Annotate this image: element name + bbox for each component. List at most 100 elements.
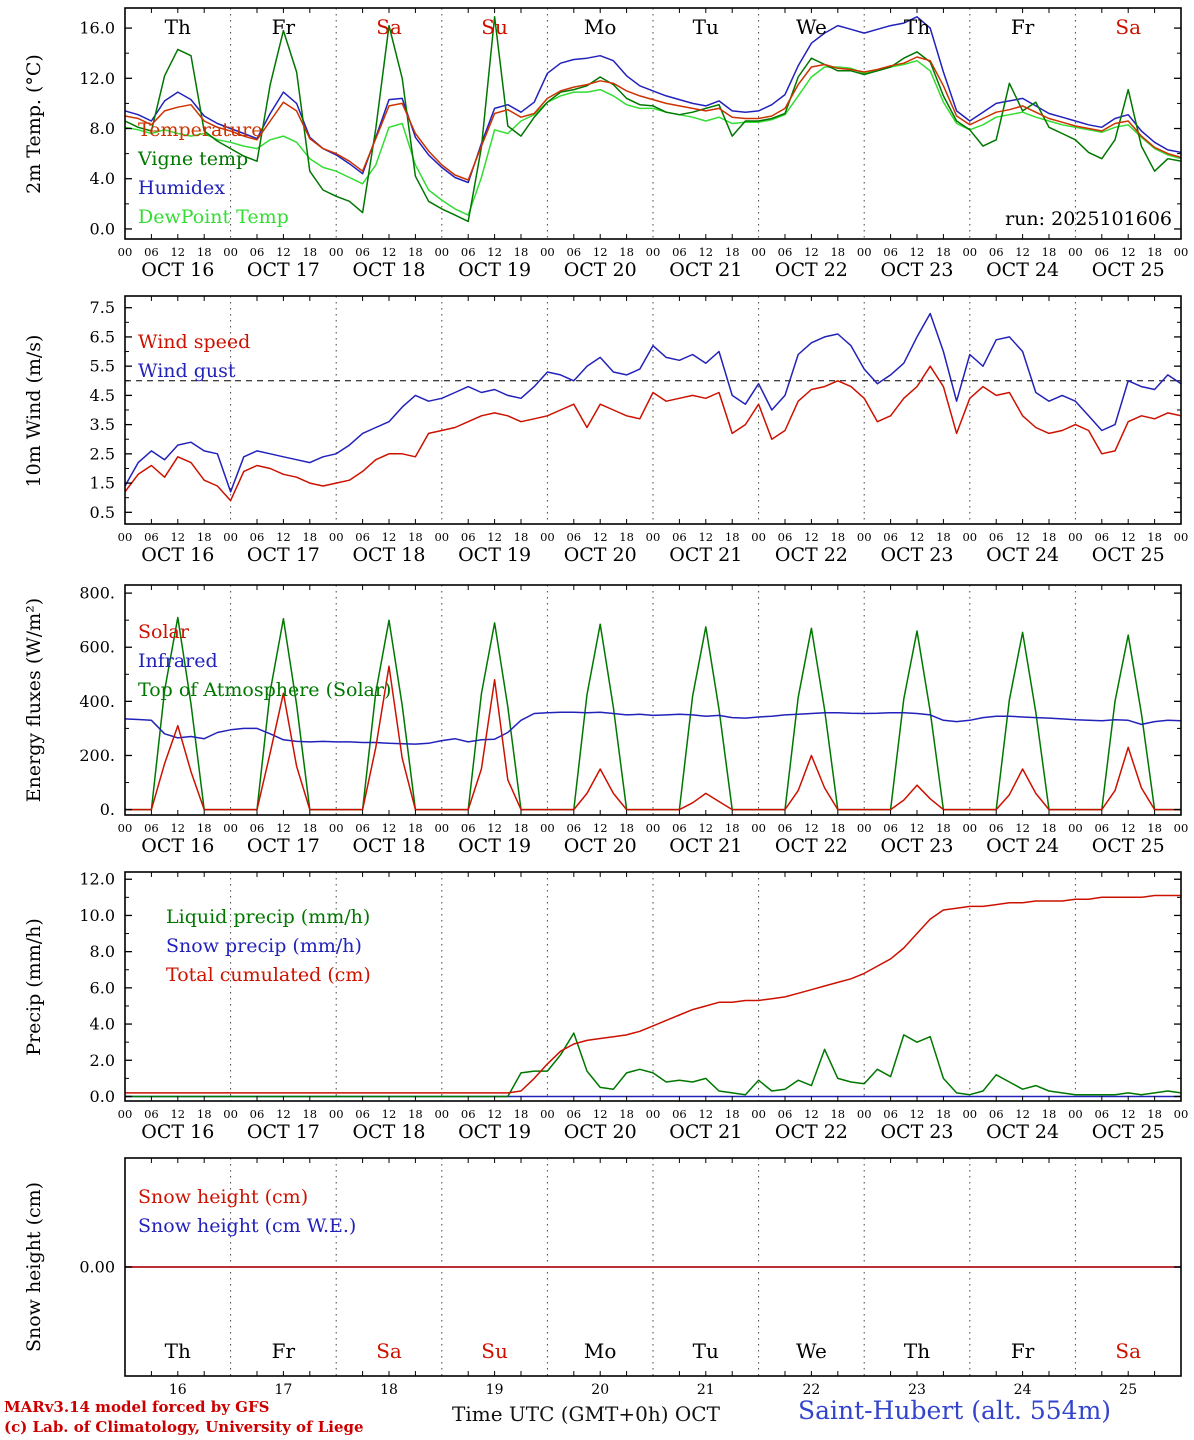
day-name-top: Su [481,15,508,39]
date-label: OCT 17 [247,835,320,857]
hour-label: 00 [1068,1107,1083,1121]
hour-label: 12 [170,530,185,544]
hour-label: 06 [989,1107,1004,1121]
hour-label: 12 [382,530,397,544]
hour-label: 00 [646,1107,661,1121]
hour-label: 18 [302,530,317,544]
day-name-top: Fr [1011,15,1035,39]
y-tick-label: 2.0 [90,1051,115,1070]
day-name-bottom: Mo [584,1339,617,1363]
hour-label: 00 [857,530,872,544]
y-tick-label: 0.0 [90,1087,115,1106]
y-tick-label: 5.5 [90,357,115,376]
date-label: OCT 21 [669,544,742,566]
hour-label: 18 [408,1107,423,1121]
hour-label: 18 [1147,245,1162,259]
date-label: OCT 16 [141,835,214,857]
hour-label: 06 [1094,530,1109,544]
hour-label: 18 [197,1107,212,1121]
y-axis-label-precip: Precip (mm/h) [23,918,45,1056]
y-tick-label: 7.5 [90,298,115,317]
y-tick-label: 1.5 [90,474,115,493]
hour-label: 12 [1121,245,1136,259]
hour-label: 06 [1094,1107,1109,1121]
hour-label: 18 [197,821,212,835]
legend-energy-panel: Solar Infrared Top of Atmosphere (Solar) [138,618,391,705]
series-temperature [125,56,1181,181]
y-tick-label: 4.5 [90,386,115,405]
hour-label: 06 [883,821,898,835]
hour-label: 06 [883,1107,898,1121]
hour-label: 12 [698,1107,713,1121]
hour-label: 12 [170,245,185,259]
hour-label: 18 [1147,530,1162,544]
hour-label: 12 [804,821,819,835]
day-name-bottom: Sa [1115,1339,1141,1363]
hour-label: 00 [223,821,238,835]
day-name-top: Tu [693,15,719,39]
day-name-bottom: Su [481,1339,508,1363]
hour-label: 06 [672,245,687,259]
hour-label: 06 [461,1107,476,1121]
y-axis-label-energy: Energy fluxes (W/m²) [23,597,45,803]
footer-station-label: Saint-Hubert (alt. 554m) [798,1396,1112,1425]
legend-item: Snow height (cm W.E.) [138,1215,357,1237]
legend-item: Temperature [138,119,263,141]
hour-label: 00 [329,1107,344,1121]
date-label: OCT 18 [352,835,425,857]
hour-label: 12 [1121,530,1136,544]
date-label: OCT 22 [775,1121,848,1143]
hour-label: 00 [223,1107,238,1121]
hour-label: 00 [434,530,449,544]
y-tick-label: 6.5 [90,327,115,346]
date-label: OCT 22 [775,544,848,566]
date-label: OCT 18 [352,1121,425,1143]
day-name-bottom: Fr [1011,1339,1035,1363]
hour-label: 12 [487,821,502,835]
hour-label: 18 [197,530,212,544]
y-tick-label: 800. [79,584,115,603]
y-axis-label-temperature: 2m Temp. (°C) [23,54,45,194]
hour-label: 18 [1042,245,1057,259]
date-label: OCT 17 [247,1121,320,1143]
hour-label: 00 [751,821,766,835]
hour-label: 12 [593,530,608,544]
y-tick-label: 4.0 [90,169,115,188]
day-number-label: 17 [274,1382,292,1398]
hour-label: 12 [276,530,291,544]
footer-lab-credit: (c) Lab. of Climatology, University of L… [4,1418,364,1436]
legend-item: Snow precip (mm/h) [166,935,362,957]
hour-label: 12 [804,245,819,259]
hour-label: 12 [1121,821,1136,835]
hour-label: 00 [540,821,555,835]
date-label: OCT 18 [352,544,425,566]
hour-label: 18 [936,1107,951,1121]
hour-label: 00 [646,530,661,544]
hour-label: 06 [355,245,370,259]
day-number-label: 18 [380,1382,398,1398]
hour-label: 00 [434,821,449,835]
date-label: OCT 25 [1092,259,1165,281]
hour-label: 18 [936,530,951,544]
panel-temperature: 0.0 4.0 8.0 12.0 16.0 00 06 12 18 00 06 12 18 00 06 12 1… [79,7,1188,281]
day-name-top: Sa [1115,15,1141,39]
legend-precip-panel: Liquid precip (mm/h) Snow precip (mm/h) To… [166,903,371,990]
hour-label: 18 [619,1107,634,1121]
date-label: OCT 21 [669,1121,742,1143]
hour-label: 12 [382,245,397,259]
hour-label: 06 [250,1107,265,1121]
hour-label: 06 [672,1107,687,1121]
legend-item: Vigne temp [138,148,249,170]
hour-label: 18 [302,245,317,259]
hour-label: 06 [672,530,687,544]
hour-label: 12 [804,1107,819,1121]
hour-label: 18 [1147,821,1162,835]
hour-label: 00 [329,530,344,544]
y-tick-label: 12.0 [79,69,115,88]
hour-label: 00 [118,1107,133,1121]
run-label: run: 2025101606 [1005,208,1172,230]
series-vigne-temp [125,16,1181,223]
y-tick-label: 0.0 [90,219,115,238]
hour-label: 06 [989,821,1004,835]
